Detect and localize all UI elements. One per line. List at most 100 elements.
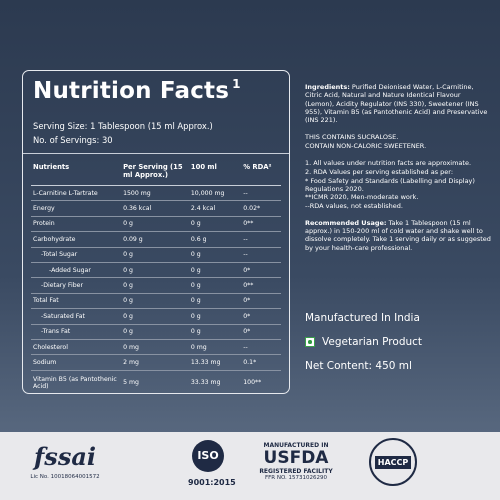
note: 2. RDA Values per serving established as… xyxy=(305,168,454,177)
iso-standard: 9001:2015 xyxy=(188,478,236,487)
table-row: Carbohydrate 0.09 g 0.6 g -- xyxy=(31,231,281,248)
table-cell: 2 mg xyxy=(121,354,189,371)
usage-text: Take 1 Tablespoon (15 ml approx.) in 150… xyxy=(305,218,491,252)
table-cell: Total Fat xyxy=(31,293,122,310)
table-cell: -Total Sugar xyxy=(31,247,122,263)
net-content: Net Content: 450 ml xyxy=(305,360,412,372)
table-cell: 0 g xyxy=(188,277,242,294)
table-row: Energy 0.36 kcal 2.4 kcal 0.02* xyxy=(31,200,281,217)
table-cell: 0 g xyxy=(188,262,242,279)
usfda-top: MANUFACTURED IN xyxy=(263,442,329,449)
footnote-mark: 1 xyxy=(232,77,241,91)
table-cell: 0.09 g xyxy=(121,231,189,248)
iso-mark: ISO xyxy=(192,440,224,472)
title-text: Nutrition Facts xyxy=(33,78,230,104)
note: **ICMR 2020, Men-moderate work. xyxy=(305,193,419,202)
haccp-mark: HACCP xyxy=(374,455,412,469)
info-column: Ingredients: Purified Deionised Water, L… xyxy=(305,83,491,252)
note: * Food Safety and Standards (Labelling a… xyxy=(305,176,475,193)
table-cell: Vitamin B5 (as Pantothenic Acid) xyxy=(33,375,117,390)
notice: THIS CONTAINS SUCRALOSE. xyxy=(305,133,399,142)
table-cell: -- xyxy=(241,339,281,356)
table-cell: Energy xyxy=(31,200,122,217)
ingredients-label: Ingredients: xyxy=(305,83,350,91)
table-cell: Cholesterol xyxy=(31,339,122,356)
notes: 1. All values under nutrition facts are … xyxy=(305,159,491,210)
usfda-logo: MANUFACTURED IN USFDA REGISTERED FACILIT… xyxy=(255,442,337,481)
table-cell: Protein xyxy=(31,216,122,233)
table-cell: 0* xyxy=(241,324,281,340)
table-cell: 2.4 kcal xyxy=(188,200,242,217)
veg-icon xyxy=(305,337,315,347)
table-cell: -- xyxy=(241,247,281,263)
table-cell: 0.36 kcal xyxy=(121,200,189,217)
table-cell: L-Carnitine L-Tartrate xyxy=(31,185,122,202)
table-cell: 0** xyxy=(241,216,281,233)
table-cell: 5 mg xyxy=(123,379,139,387)
table-cell: 0 g xyxy=(121,247,189,263)
header-cell: % RDA² xyxy=(241,163,281,186)
table-cell: 100** xyxy=(243,379,262,387)
table-cell: 0 g xyxy=(121,308,189,325)
fssai-logo: fssai Lic No. 10018064001572 xyxy=(30,442,100,481)
table-cell: 0.1* xyxy=(241,354,281,371)
iso-logo: ISO 9001:2015 xyxy=(188,440,236,487)
table-cell: Sodium xyxy=(31,354,122,371)
header-cell: Nutrients xyxy=(31,163,122,186)
table-cell: -Saturated Fat xyxy=(31,308,122,325)
note: --RDA values, not established. xyxy=(305,201,403,210)
servings: No. of Servings: 30 xyxy=(33,135,113,145)
table-cell: 0.02* xyxy=(241,200,281,217)
usage: Recommended Usage: Take 1 Tablespoon (15… xyxy=(305,219,491,252)
table-cell: -Dietary Fiber xyxy=(31,277,122,294)
table-cell: 0 mg xyxy=(188,339,242,356)
table-cell: 33.33 mg xyxy=(190,379,221,387)
table-cell: 0 g xyxy=(188,293,242,310)
header-cell: Per Serving (15 ml Approx.) xyxy=(121,163,189,186)
serving-size: Serving Size: 1 Tablespoon (15 ml Approx… xyxy=(33,121,213,131)
usfda-bottom: FFR NO. 15731026290 xyxy=(264,475,328,481)
table-cell: 0* xyxy=(241,293,281,310)
table-cell: 13.33 mg xyxy=(188,354,242,371)
table-cell: Carbohydrate xyxy=(31,231,122,248)
notice: CONTAIN NON-CALORIC SWEETENER. xyxy=(305,141,427,150)
header-cell: 100 ml xyxy=(188,163,242,186)
table-cell: 0 g xyxy=(188,324,242,340)
table-row: L-Carnitine L-Tartrate 1500 mg 10,000 mg -- xyxy=(31,185,281,202)
table-cell: 1500 mg xyxy=(121,185,189,202)
table-cell: 0 g xyxy=(121,277,189,294)
table-cell: 0 g xyxy=(121,324,189,340)
table-cell: 0 g xyxy=(188,216,242,233)
table-cell: 0** xyxy=(241,277,281,294)
certification-strip: fssai Lic No. 10018064001572 ISO 9001:20… xyxy=(0,432,500,500)
note: 1. All values under nutrition facts are … xyxy=(305,159,472,168)
table-row: Sodium 2 mg 13.33 mg 0.1* xyxy=(31,354,281,371)
haccp-logo: HACCP xyxy=(365,438,421,486)
fssai-mark: fssai xyxy=(33,442,96,471)
nutrition-panel: Nutrition Facts 1 Serving Size: 1 Tablesp… xyxy=(22,70,290,394)
origin: Manufactured In India xyxy=(305,312,420,324)
usfda-mark: USFDA xyxy=(263,448,329,468)
table-cell: 0 g xyxy=(121,293,189,310)
panel-title: Nutrition Facts 1 xyxy=(33,77,241,104)
table-cell: 0* xyxy=(241,308,281,325)
table-cell: 0* xyxy=(241,262,281,279)
fssai-license: Lic No. 10018064001572 xyxy=(30,474,100,480)
usfda-middle: REGISTERED FACILITY xyxy=(259,468,333,475)
table-cell: -- xyxy=(241,231,281,248)
table-cell: -- xyxy=(241,185,281,202)
table-cell: 10,000 mg xyxy=(188,185,242,202)
diet: Vegetarian Product xyxy=(322,336,423,348)
table-row: Cholesterol 0 mg 0 mg -- xyxy=(31,339,281,356)
table-cell: 0 g xyxy=(188,308,242,325)
table-cell: 0 mg xyxy=(121,339,189,356)
divider xyxy=(23,153,289,154)
table-cell: -Trans Fat xyxy=(31,324,122,340)
